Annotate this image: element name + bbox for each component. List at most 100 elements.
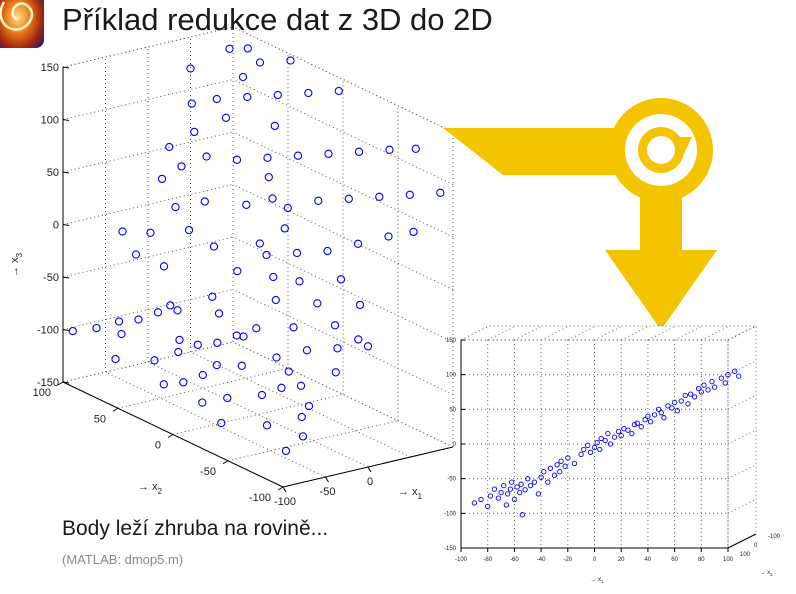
data-point bbox=[722, 380, 728, 386]
data-point bbox=[232, 331, 241, 340]
data-point bbox=[174, 347, 183, 357]
caption: Body leží zhruba na rovině... bbox=[62, 517, 329, 540]
data-point bbox=[284, 367, 293, 376]
data-point bbox=[551, 472, 558, 478]
data-point bbox=[212, 94, 221, 104]
data-point bbox=[165, 142, 174, 152]
depth-face-top bbox=[460, 325, 757, 341]
data-point bbox=[638, 424, 644, 430]
data-point bbox=[709, 378, 715, 385]
y-tick-mark bbox=[222, 460, 229, 465]
grid-line bbox=[147, 361, 369, 468]
data-point bbox=[411, 144, 420, 153]
x-tick-mark bbox=[282, 486, 287, 493]
data-point bbox=[280, 224, 289, 233]
y-tick-label: 50 bbox=[449, 407, 456, 413]
data-point bbox=[313, 299, 322, 308]
x-tick-label: 0 bbox=[367, 476, 373, 488]
z-axis-label: → x3 bbox=[9, 253, 24, 278]
data-point bbox=[527, 482, 534, 489]
data-point bbox=[324, 149, 333, 158]
grid-line bbox=[232, 184, 454, 290]
data-point bbox=[111, 354, 120, 364]
data-point bbox=[501, 482, 507, 489]
grid-line bbox=[105, 371, 326, 478]
data-point bbox=[522, 487, 528, 493]
z-tick-mark bbox=[62, 276, 70, 279]
data-point bbox=[498, 489, 504, 496]
data-point bbox=[651, 412, 658, 418]
y-tick-label: 150 bbox=[446, 338, 457, 344]
data-point bbox=[298, 432, 308, 441]
z-tick-label: -150 bbox=[37, 377, 59, 389]
grid-line bbox=[232, 341, 454, 448]
data-point bbox=[134, 315, 143, 324]
grid-line bbox=[117, 367, 289, 409]
rotate-icon-core bbox=[647, 136, 675, 164]
data-point bbox=[535, 491, 542, 497]
subcaption: (MATLAB: dmop5.m) bbox=[62, 552, 184, 567]
z-tick-mark bbox=[62, 381, 70, 384]
data-point bbox=[208, 292, 217, 301]
data-point bbox=[131, 250, 141, 259]
data-point bbox=[252, 324, 261, 333]
data-point bbox=[354, 335, 363, 344]
grid-line bbox=[232, 131, 454, 238]
data-point bbox=[213, 338, 222, 347]
y-tick-label: 100 bbox=[33, 387, 51, 399]
data-point bbox=[597, 446, 603, 453]
data-point bbox=[293, 151, 303, 160]
arrow-head bbox=[605, 250, 717, 330]
slide-title: Příklad redukce dat z 3D do 2D bbox=[62, 2, 493, 37]
data-point bbox=[186, 64, 195, 73]
data-point bbox=[725, 372, 731, 378]
data-point bbox=[655, 406, 662, 412]
data-point bbox=[295, 277, 304, 286]
data-point bbox=[519, 512, 526, 518]
data-point bbox=[565, 455, 571, 461]
data-point bbox=[159, 262, 169, 271]
data-point bbox=[221, 113, 231, 122]
data-point bbox=[558, 458, 564, 464]
data-point bbox=[541, 469, 547, 475]
data-point bbox=[333, 344, 342, 353]
data-point bbox=[187, 99, 196, 108]
data-point bbox=[531, 479, 538, 485]
data-point bbox=[631, 421, 638, 428]
data-point bbox=[695, 385, 702, 392]
data-point bbox=[682, 392, 688, 399]
data-point bbox=[175, 335, 184, 345]
data-point bbox=[262, 421, 272, 430]
data-point bbox=[591, 444, 598, 451]
grid-line bbox=[232, 26, 454, 133]
data-point bbox=[661, 415, 667, 421]
data-point bbox=[114, 317, 124, 326]
data-point bbox=[68, 326, 77, 336]
data-point bbox=[718, 375, 724, 381]
depth-tick-label: 100 bbox=[740, 552, 751, 558]
x-tick-label: 0 bbox=[593, 557, 597, 563]
data-point bbox=[629, 430, 635, 437]
data-point bbox=[557, 469, 563, 475]
data-point bbox=[214, 309, 224, 318]
depth-face-right bbox=[727, 325, 757, 549]
rotate-icon-head bbox=[673, 137, 692, 158]
z-tick-mark bbox=[62, 66, 70, 69]
data-point bbox=[157, 174, 167, 184]
data-point bbox=[665, 403, 671, 409]
y-tick-label: -100 bbox=[444, 511, 457, 517]
data-point bbox=[237, 361, 246, 370]
x-tick-label: -100 bbox=[274, 496, 296, 508]
data-point bbox=[605, 430, 611, 437]
data-point bbox=[511, 496, 518, 503]
data-point bbox=[270, 121, 279, 131]
data-point bbox=[217, 418, 226, 428]
data-point bbox=[302, 346, 312, 355]
chart-2d-projection: -100 -80 -60 -40 -20 0 20 40 60 80 100 -150 -100 -50 0… bbox=[444, 325, 781, 584]
data-point bbox=[344, 194, 353, 203]
data-point bbox=[487, 493, 494, 499]
data-point bbox=[297, 412, 306, 422]
z-tick-label: -100 bbox=[37, 325, 59, 337]
depth-tick-label: 0 bbox=[754, 543, 758, 549]
